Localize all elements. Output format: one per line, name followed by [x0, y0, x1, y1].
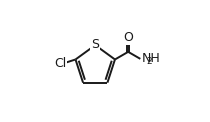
Text: 2: 2 — [147, 57, 152, 66]
Text: S: S — [91, 38, 99, 51]
Text: Cl: Cl — [54, 57, 67, 70]
Text: O: O — [123, 31, 133, 44]
Text: NH: NH — [141, 52, 160, 65]
